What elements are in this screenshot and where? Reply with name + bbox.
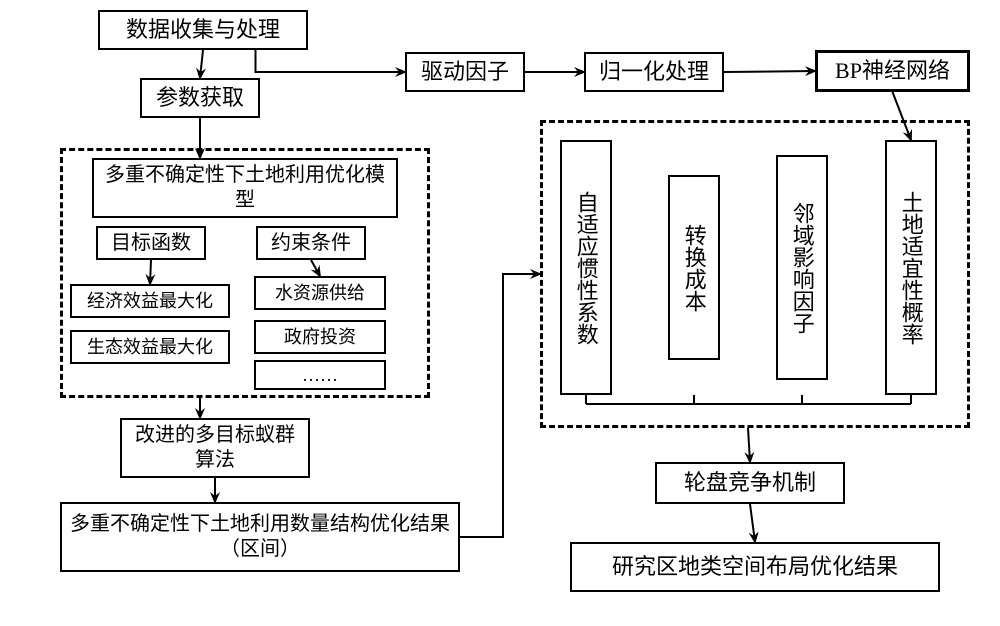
- node-v-neighbor: 邻域影响因子: [776, 155, 828, 380]
- label: 水资源供给: [275, 282, 365, 305]
- node-v-suit: 土地适宜性概率: [885, 140, 937, 395]
- label: 驱动因子: [421, 58, 509, 86]
- label: 土地适宜性概率: [897, 191, 925, 345]
- node-v-adapt: 自适应惯性系数: [560, 140, 612, 395]
- label: 经济效益最大化: [87, 290, 213, 313]
- node-roulette: 轮盘竞争机制: [655, 462, 845, 504]
- node-water: 水资源供给: [254, 276, 386, 310]
- node-spatial-result: 研究区地类空间布局优化结果: [570, 542, 940, 592]
- label: 多重不确定性下土地利用优化模型: [100, 163, 390, 213]
- node-ant-colony: 改进的多目标蚁群算法: [120, 418, 310, 478]
- label: 改进的多目标蚁群算法: [128, 423, 302, 473]
- label: 归一化处理: [599, 58, 709, 86]
- node-dots: ……: [254, 360, 386, 390]
- node-normalize: 归一化处理: [584, 52, 724, 92]
- label: 政府投资: [284, 326, 356, 349]
- node-v-cost: 转换成本: [668, 175, 720, 360]
- label: 研究区地类空间布局优化结果: [612, 553, 898, 581]
- label: 转换成本: [680, 224, 708, 312]
- label: 自适应惯性系数: [572, 191, 600, 345]
- label: 多重不确定性下土地利用数量结构优化结果（区间）: [68, 512, 452, 562]
- node-obj-fn: 目标函数: [96, 226, 206, 260]
- node-constraint: 约束条件: [256, 226, 366, 260]
- node-econ-max: 经济效益最大化: [70, 284, 230, 318]
- label: ……: [302, 364, 338, 387]
- label: 目标函数: [111, 231, 191, 256]
- node-gov-invest: 政府投资: [254, 320, 386, 354]
- label: 轮盘竞争机制: [684, 469, 816, 497]
- label: 约束条件: [271, 231, 351, 256]
- node-data-collect: 数据收集与处理: [98, 10, 308, 50]
- label: 参数获取: [156, 84, 244, 112]
- node-driving-factor: 驱动因子: [405, 52, 525, 92]
- label: 生态效益最大化: [87, 336, 213, 359]
- node-opt-model: 多重不确定性下土地利用优化模型: [92, 158, 398, 218]
- label: 数据收集与处理: [126, 16, 280, 44]
- label: BP神经网络: [835, 57, 950, 85]
- node-eco-max: 生态效益最大化: [70, 330, 230, 364]
- node-qty-result: 多重不确定性下土地利用数量结构优化结果（区间）: [60, 502, 460, 572]
- node-param-acq: 参数获取: [140, 78, 260, 118]
- label: 邻域影响因子: [788, 202, 816, 334]
- node-bp-nn: BP神经网络: [815, 50, 970, 92]
